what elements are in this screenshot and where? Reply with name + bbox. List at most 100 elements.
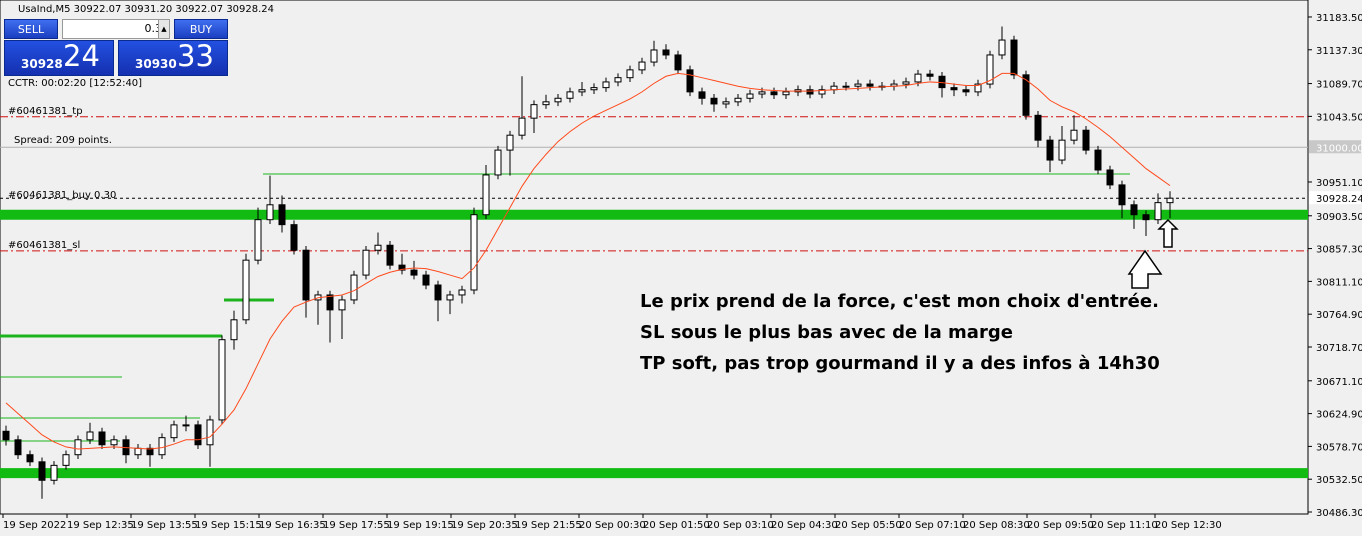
candle-body (986, 54, 994, 85)
y-tick-label: 30857.30 (1316, 245, 1362, 256)
candle-body (1118, 184, 1126, 206)
candle-body (1166, 197, 1174, 204)
arrows (1127, 218, 1179, 289)
candle-body (1070, 129, 1078, 141)
x-tick-label: 19 Sep 16:35 (259, 520, 326, 531)
y-tick-label: 30486.30 (1316, 508, 1362, 519)
candle-body (638, 61, 646, 71)
candle-body (494, 149, 502, 176)
candle-body (674, 54, 682, 71)
candle-body (410, 269, 418, 276)
candle-body (50, 464, 58, 481)
buy-price[interactable]: 30930 33 (118, 39, 228, 76)
candle-body (1106, 169, 1114, 186)
candle-body (614, 77, 622, 83)
candle-body (386, 244, 394, 266)
candle-body (110, 439, 118, 446)
candle-body (566, 91, 574, 99)
candle-body (470, 214, 478, 291)
candle-body (182, 424, 190, 427)
candle-body (602, 81, 610, 89)
round-level-label-bg (1309, 140, 1361, 154)
candle-body (902, 81, 910, 85)
candle-body (950, 87, 958, 91)
candle-body (818, 89, 826, 95)
candle-body (734, 97, 742, 103)
y-tick-label: 30578.70 (1316, 442, 1362, 453)
candle-body (350, 274, 358, 301)
y-tick-label: 30532.50 (1316, 475, 1362, 486)
candle-body (278, 204, 286, 226)
candle-body (242, 259, 250, 321)
candle-body (290, 224, 298, 251)
sell-price-big: 24 (63, 39, 100, 73)
candle-body (914, 73, 922, 83)
candle-body (782, 91, 790, 96)
candle-body (218, 339, 226, 421)
candle-body (206, 419, 214, 446)
timer: CCTR: 00:02:20 [12:52:40] (8, 78, 143, 89)
x-tick-label: 20 Sep 00:30 (579, 520, 646, 531)
candle-body (842, 85, 850, 88)
x-tick-label: 20 Sep 03:10 (707, 520, 774, 531)
annotation-line: Le prix prend de la force, c'est mon cho… (640, 291, 1159, 312)
sell-price[interactable]: 30928 24 (4, 39, 114, 76)
candle-body (746, 93, 754, 99)
x-tick-label: 19 Sep 15:15 (195, 520, 262, 531)
candle-body (662, 49, 670, 56)
y-tick-label: 30903.50 (1316, 212, 1362, 223)
candle-body (722, 101, 730, 105)
candle-body (710, 97, 718, 105)
y-tick-label: 30764.90 (1316, 310, 1362, 321)
x-tick-label: 20 Sep 12:30 (1155, 520, 1222, 531)
x-tick-label: 20 Sep 07:10 (899, 520, 966, 531)
current-price-label-bg (1309, 191, 1361, 205)
candle-body (938, 75, 946, 89)
candle-body (302, 249, 310, 301)
buy-price-small: 30930 (135, 57, 177, 71)
candle-body (1142, 214, 1150, 221)
y-tick-label: 30811.10 (1316, 277, 1362, 288)
x-tick-label: 20 Sep 09:50 (1027, 520, 1094, 531)
candle-body (146, 447, 154, 456)
up-arrow (1127, 249, 1163, 289)
candle-body (530, 104, 538, 119)
x-tick-label: 19 Sep 13:55 (131, 520, 198, 531)
symbol-line: UsaInd,M5 30922.07 30931.20 30922.07 309… (18, 4, 275, 15)
candle-body (554, 97, 562, 103)
sl-label: #60461381_sl (8, 240, 81, 251)
candle-body (1082, 129, 1090, 151)
y-tick-label: 31043.50 (1316, 112, 1362, 123)
candle-body (1046, 139, 1054, 161)
candle-body (770, 91, 778, 96)
candle-body (62, 454, 70, 466)
lot-up[interactable]: ▲ (158, 19, 170, 39)
candle-body (1058, 139, 1066, 161)
spread-label: Spread: 209 points. (14, 135, 112, 146)
candle-body (398, 264, 406, 271)
candle-body (74, 439, 82, 456)
candle-body (578, 89, 586, 93)
candle-body (758, 91, 766, 95)
candle-body (926, 73, 934, 77)
x-tick-label: 20 Sep 05:50 (835, 520, 902, 531)
buy-button[interactable]: BUY (174, 19, 228, 39)
y-tick-label: 30671.10 (1316, 377, 1362, 388)
x-tick-label: 19 Sep 17:55 (323, 520, 390, 531)
y-tick-label: 30718.70 (1316, 343, 1362, 354)
candle-body (266, 204, 274, 221)
lot-input[interactable]: 0.30 (62, 19, 170, 39)
x-tick-label: 19 Sep 12:35 (67, 520, 134, 531)
candle-body (806, 89, 814, 95)
moving-average (5, 72, 1171, 450)
candle-body (326, 294, 334, 311)
sell-button[interactable]: SELL (4, 19, 58, 39)
candle-body (194, 424, 202, 446)
candle-body (362, 249, 370, 276)
annotation-line: TP soft, pas trop gourmand il y a des in… (640, 353, 1160, 374)
x-tick-label: 20 Sep 01:50 (643, 520, 710, 531)
x-tick-label: 20 Sep 08:30 (963, 520, 1030, 531)
candle-body (854, 83, 862, 87)
